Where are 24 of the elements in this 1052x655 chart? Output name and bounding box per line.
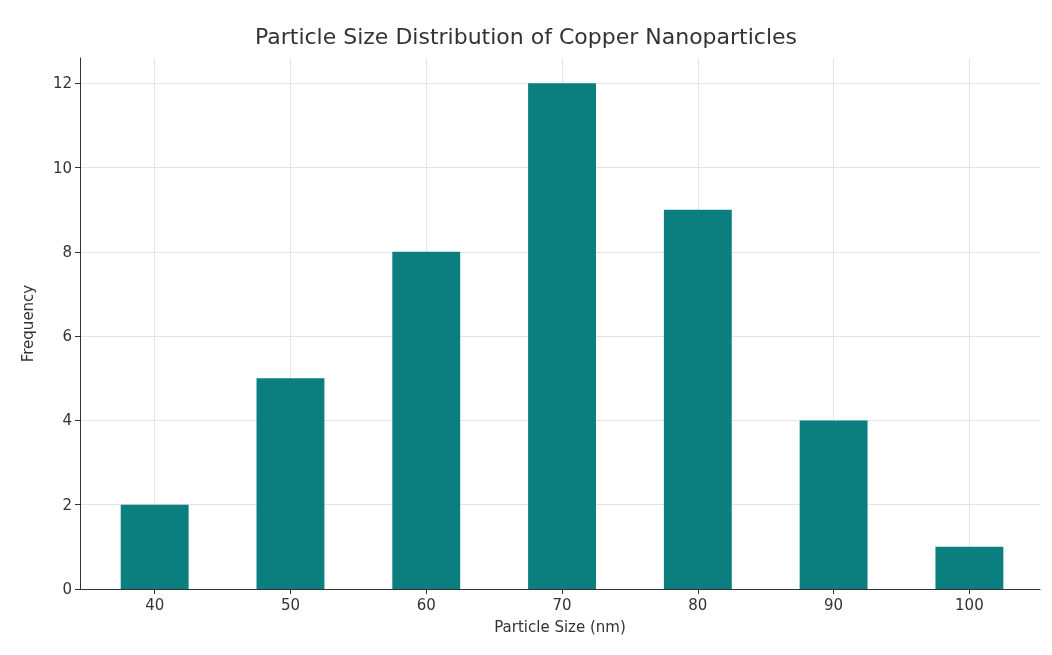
chart-title: Particle Size Distribution of Copper Nanoparticles: [254, 23, 798, 49]
bar: [799, 420, 868, 589]
y-tick-label: 10: [52, 158, 72, 177]
x-tick-label: 90: [824, 595, 844, 614]
x-tick-label: 40: [145, 595, 165, 614]
x-tick-label: 80: [688, 595, 708, 614]
y-tick-label: 4: [62, 411, 72, 430]
x-axis-title: Particle Size (nm): [494, 617, 626, 636]
x-tick-label: 60: [416, 595, 436, 614]
bar: [935, 546, 1004, 589]
y-tick-label: 12: [52, 74, 72, 93]
x-tick-label: 50: [280, 595, 301, 614]
bar: [256, 378, 325, 589]
x-tick-label: 70: [552, 595, 572, 614]
bar: [663, 209, 732, 589]
y-tick-label: 0: [62, 580, 72, 598]
y-tick-label: 2: [62, 495, 72, 514]
y-tick-label: 6: [62, 327, 72, 346]
bar: [528, 83, 596, 589]
bar: [120, 504, 189, 589]
y-axis-title: Frequency: [18, 284, 37, 363]
y-tick-label: 8: [62, 242, 72, 261]
x-tick-label: 100: [955, 595, 984, 614]
bar: [392, 251, 461, 589]
